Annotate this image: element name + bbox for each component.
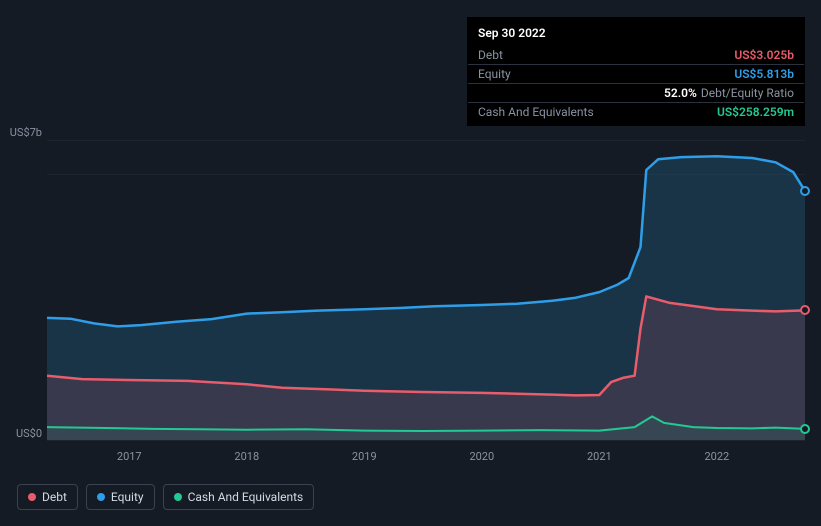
tooltip-label: Equity <box>478 67 734 81</box>
tooltip-value: US$258.259m <box>717 105 794 119</box>
y-axis-label-max: US$7b <box>0 126 42 139</box>
series-end-dot-equity <box>800 186 810 196</box>
x-axis-label: 2019 <box>352 450 377 463</box>
tooltip-label <box>478 86 664 100</box>
data-tooltip: Sep 30 2022 Debt US$3.025b Equity US$5.8… <box>467 17 805 126</box>
equity-dot-icon <box>97 493 105 501</box>
legend-item-equity[interactable]: Equity <box>86 484 155 510</box>
tooltip-ratio-label: Debt/Equity Ratio <box>701 86 794 100</box>
legend-label: Cash And Equivalents <box>188 490 304 504</box>
tooltip-value: US$3.025b <box>734 48 794 62</box>
legend-item-cash[interactable]: Cash And Equivalents <box>163 484 315 510</box>
series-end-dot-debt <box>800 305 810 315</box>
x-axis-label: 2020 <box>469 450 494 463</box>
legend-item-debt[interactable]: Debt <box>17 484 78 510</box>
tooltip-row-equity: Equity US$5.813b <box>468 65 804 84</box>
tooltip-label: Cash And Equivalents <box>478 105 717 119</box>
x-axis-label: 2018 <box>234 450 259 463</box>
series-end-dot-cash <box>800 424 810 434</box>
legend-label: Debt <box>42 490 67 504</box>
tooltip-value: US$5.813b <box>734 67 794 81</box>
legend-label: Equity <box>111 490 144 504</box>
x-axis-label: 2021 <box>587 450 612 463</box>
x-axis-label: 2022 <box>704 450 729 463</box>
gridline <box>47 440 805 441</box>
chart-legend: Debt Equity Cash And Equivalents <box>17 484 314 510</box>
y-axis-label-min: US$0 <box>0 427 42 440</box>
tooltip-row-debt: Debt US$3.025b <box>468 46 804 65</box>
tooltip-row-cash: Cash And Equivalents US$258.259m <box>468 103 804 121</box>
chart-canvas <box>47 140 805 440</box>
tooltip-label: Debt <box>478 48 734 62</box>
tooltip-ratio-value: 52.0% <box>664 86 697 100</box>
tooltip-row-ratio: 52.0% Debt/Equity Ratio <box>468 84 804 103</box>
cash-dot-icon <box>174 493 182 501</box>
debt-dot-icon <box>28 493 36 501</box>
x-axis-label: 2017 <box>117 450 142 463</box>
tooltip-date: Sep 30 2022 <box>468 22 804 46</box>
